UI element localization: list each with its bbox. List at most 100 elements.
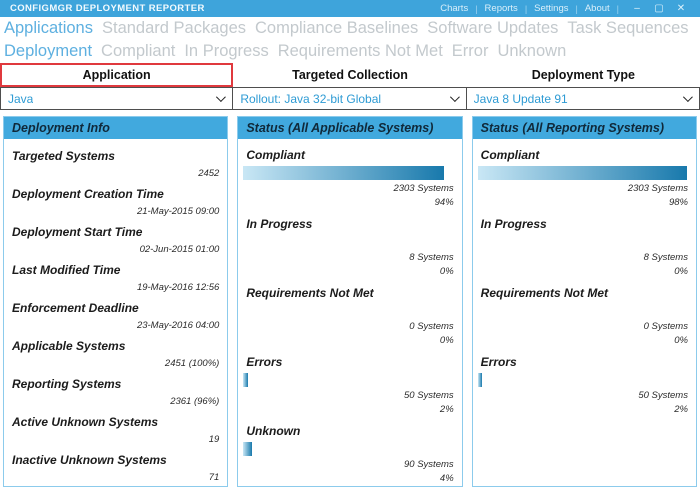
combo-application[interactable]: Java: [0, 87, 234, 110]
info-row-last-modified-time: Last Modified Time 19-May-2016 12:56: [4, 255, 227, 293]
info-value: 2451 (100%): [164, 358, 220, 369]
secondary-nav-item-in-progress[interactable]: In Progress: [184, 42, 269, 60]
status-bar-slot: [243, 235, 456, 249]
status-applicable-panel-title: Status (All Applicable Systems): [238, 117, 462, 139]
status-label: In Progress: [246, 217, 313, 231]
status-percentage: 2%: [439, 404, 454, 415]
info-row-targeted-systems: Targeted Systems 2452: [4, 141, 227, 179]
selector-header-application: Application: [0, 63, 234, 87]
deployment-info-body: Targeted Systems 2452 Deployment Creation …: [4, 139, 227, 486]
info-value: 23-May-2016 04:00: [136, 320, 220, 331]
status-reporting-panel: Status (All Reporting Systems) Compliant…: [471, 116, 697, 487]
status-bar-slot: [243, 442, 456, 456]
status-label: Errors: [246, 355, 283, 369]
menu-item-reports[interactable]: Reports: [484, 3, 518, 14]
status-systems-count: 0 Systems: [409, 321, 454, 332]
status-reporting-section-compliant: Compliant 2303 Systems 98%: [473, 148, 696, 210]
info-value: 19-May-2016 12:56: [136, 282, 220, 293]
selector-header-deployment-type: Deployment Type: [531, 68, 635, 82]
info-label: Enforcement Deadline: [12, 301, 139, 315]
selector-col-targeted-collection: Targeted Collection Rollout: Java 32-bit …: [232, 63, 467, 110]
info-value: 21-May-2015 09:00: [136, 206, 220, 217]
status-percentage: 94%: [434, 197, 454, 208]
status-systems-count: 50 Systems: [638, 390, 688, 401]
chevron-down-icon: [449, 92, 460, 103]
combo-value-targeted-collection: Rollout: Java 32-bit Global: [240, 91, 382, 106]
status-systems-count: 8 Systems: [409, 252, 454, 263]
status-systems-count: 0 Systems: [643, 321, 688, 332]
secondary-nav-item-requirements-not-met[interactable]: Requirements Not Met: [277, 42, 443, 60]
status-applicable-section-errors: Errors 50 Systems 2%: [238, 355, 461, 417]
primary-nav-item-compliance-baselines[interactable]: Compliance Baselines: [255, 19, 419, 37]
minimize-button[interactable]: –: [634, 3, 640, 14]
status-reporting-section-errors: Errors 50 Systems 2%: [473, 355, 696, 417]
status-label: Compliant: [246, 148, 305, 162]
info-label: Deployment Start Time: [12, 225, 143, 239]
selector-col-deployment-type: Deployment Type Java 8 Update 91: [465, 63, 700, 110]
status-bar: [243, 166, 444, 180]
combo-deployment-type[interactable]: Java 8 Update 91: [465, 87, 700, 110]
menu-separator: |: [575, 3, 578, 14]
titlebar-menu: Charts | Reports | Settings | About |: [440, 3, 626, 14]
info-row-inactive-unknown-systems: Inactive Unknown Systems 71: [4, 445, 227, 483]
status-percentage: 0%: [439, 335, 454, 346]
info-value: 2452: [198, 168, 220, 179]
close-button[interactable]: ✕: [676, 3, 686, 14]
info-label: Deployment Creation Time: [12, 187, 164, 201]
primary-nav-item-standard-packages[interactable]: Standard Packages: [101, 19, 246, 37]
secondary-nav-item-deployment[interactable]: Deployment: [4, 42, 93, 60]
status-systems-count: 2303 Systems: [393, 183, 454, 194]
selector-header-targeted-collection: Targeted Collection: [292, 68, 408, 82]
titlebar: CONFIGMGR DEPLOYMENT REPORTER Charts | Rep…: [0, 0, 700, 17]
primary-nav: Applications Standard Packages Compliance …: [0, 17, 700, 40]
status-bar-slot: [243, 373, 456, 387]
window-controls: – ▢ ✕: [626, 3, 692, 14]
status-percentage: 2%: [674, 404, 688, 415]
status-label: In Progress: [480, 217, 547, 231]
status-applicable-body: Compliant 2303 Systems 94% In Progress 8 Sys…: [238, 139, 461, 486]
secondary-nav-item-error[interactable]: Error: [451, 42, 489, 60]
info-label: Inactive Unknown Systems: [12, 453, 167, 467]
primary-nav-item-software-updates[interactable]: Software Updates: [427, 19, 559, 37]
info-value: 02-Jun-2015 01:00: [139, 244, 220, 255]
status-percentage: 0%: [439, 266, 454, 277]
combo-targeted-collection[interactable]: Rollout: Java 32-bit Global: [232, 87, 467, 110]
info-label: Reporting Systems: [12, 377, 122, 391]
info-value: 71: [208, 472, 220, 483]
info-row-applicable-systems: Applicable Systems 2451 (100%): [4, 331, 227, 369]
combo-value-deployment-type: Java 8 Update 91: [473, 91, 568, 106]
primary-nav-item-task-sequences[interactable]: Task Sequences: [567, 19, 689, 37]
menu-separator: |: [475, 3, 478, 14]
status-bar: [477, 166, 687, 180]
info-value: 2361 (96%): [170, 396, 220, 407]
maximize-button[interactable]: ▢: [654, 3, 664, 14]
status-bar-slot: [243, 166, 456, 180]
status-reporting-section-in-progress: In Progress 8 Systems 0%: [473, 217, 696, 279]
info-label: Targeted Systems: [12, 149, 115, 163]
info-label: Applicable Systems: [12, 339, 126, 353]
primary-nav-item-applications[interactable]: Applications: [4, 19, 93, 37]
status-percentage: 4%: [439, 473, 454, 484]
chevron-down-icon: [682, 92, 693, 103]
status-bar-slot: [478, 235, 691, 249]
info-row-deployment-creation-time: Deployment Creation Time 21-May-2015 09:0…: [4, 179, 227, 217]
info-row-deployment-start-time: Deployment Start Time 02-Jun-2015 01:00: [4, 217, 227, 255]
status-applicable-section-in-progress: In Progress 8 Systems 0%: [238, 217, 461, 279]
deployment-info-panel-title: Deployment Info: [4, 117, 228, 139]
status-bar: [243, 373, 248, 387]
selector-col-application: Application Java: [0, 63, 234, 110]
menu-item-charts[interactable]: Charts: [440, 3, 469, 14]
secondary-nav-item-unknown[interactable]: Unknown: [497, 42, 567, 60]
app-title: CONFIGMGR DEPLOYMENT REPORTER: [10, 3, 205, 14]
combo-value-application: Java: [8, 91, 34, 106]
menu-item-about[interactable]: About: [584, 3, 610, 14]
status-bar: [477, 373, 482, 387]
menu-separator: |: [524, 3, 528, 14]
info-label: Active Unknown Systems: [12, 415, 159, 429]
info-row-active-unknown-systems: Active Unknown Systems 19: [4, 407, 227, 445]
status-percentage: 98%: [668, 197, 688, 208]
selector-row: Application Java Targeted Collection Rollou…: [0, 63, 700, 110]
status-systems-count: 50 Systems: [404, 390, 454, 401]
secondary-nav-item-compliant[interactable]: Compliant: [101, 42, 176, 60]
menu-item-settings[interactable]: Settings: [534, 3, 569, 14]
